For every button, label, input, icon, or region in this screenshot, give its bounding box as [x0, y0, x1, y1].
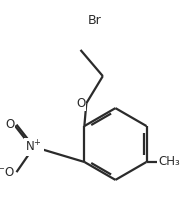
Text: CH₃: CH₃: [158, 155, 180, 168]
Text: O: O: [76, 97, 85, 110]
Text: $^{-}$O: $^{-}$O: [0, 166, 15, 179]
Text: O: O: [5, 118, 15, 131]
Text: Br: Br: [88, 14, 102, 27]
Text: N$^{+}$: N$^{+}$: [25, 139, 42, 155]
